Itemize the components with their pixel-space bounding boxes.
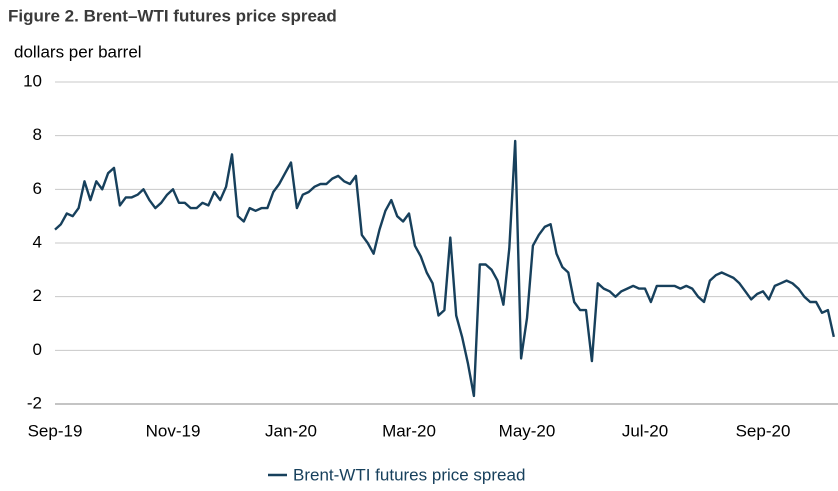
- x-tick-label: Jul-20: [622, 421, 668, 440]
- y-axis-label: dollars per barrel: [14, 42, 142, 61]
- y-tick-label: -2: [27, 393, 42, 412]
- x-tick-label: Nov-19: [146, 421, 201, 440]
- x-tick-label: Jan-20: [265, 421, 317, 440]
- chart-title: Figure 2. Brent–WTI futures price spread: [8, 6, 337, 25]
- y-tick-label: 10: [23, 71, 42, 90]
- x-tick-label: Sep-20: [736, 421, 791, 440]
- data-line: [54, 139, 835, 398]
- y-tick-label: 8: [33, 125, 42, 144]
- y-tick-label: 4: [33, 232, 42, 251]
- x-tick-label: Mar-20: [382, 421, 436, 440]
- x-tick-label: May-20: [499, 421, 556, 440]
- y-tick-label: 0: [33, 340, 42, 359]
- legend-label: Brent-WTI futures price spread: [293, 465, 525, 484]
- x-tick-label: Sep-19: [28, 421, 83, 440]
- y-tick-label: 2: [33, 286, 42, 305]
- y-tick-label: 6: [33, 179, 42, 198]
